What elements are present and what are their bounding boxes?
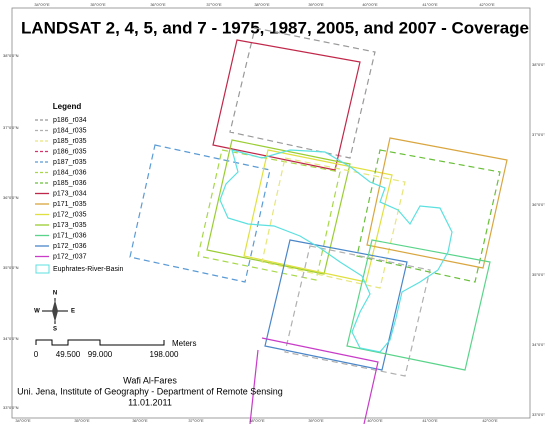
- credit: 11.01.2011: [128, 397, 172, 407]
- footprint: [197, 149, 341, 281]
- compass-label: W: [34, 309, 40, 315]
- coord-label: 35°0'0"E: [74, 418, 90, 423]
- legend-label: p172_r035: [53, 211, 87, 218]
- legend-label: p184_r035: [53, 127, 87, 134]
- legend-label: p185_r036: [53, 180, 87, 187]
- coord-label: 39°0'0"E: [308, 418, 324, 423]
- legend-label: p173_r035: [53, 222, 87, 229]
- footprint: [212, 39, 361, 171]
- coord-label: 42°0'0"E: [479, 2, 495, 7]
- coord-label: 34°0'0"N: [3, 336, 19, 341]
- coord-label: 38°0'0"N: [532, 62, 545, 67]
- coord-label: 35°0'0"N: [3, 265, 19, 270]
- coord-label: 39°0'0"E: [308, 2, 324, 7]
- coord-label: 36°0'0"E: [150, 2, 166, 7]
- legend-title: Legend: [53, 102, 82, 111]
- scale-label: 0: [34, 350, 39, 359]
- coord-label: 36°0'0"E: [132, 418, 148, 423]
- coord-label: 40°0'0"E: [362, 2, 378, 7]
- coord-label: 35°0'0"E: [90, 2, 106, 7]
- river-basin: [219, 149, 453, 353]
- coord-label: 37°0'0"E: [206, 2, 222, 7]
- coord-label: 41°0'0"E: [422, 2, 438, 7]
- map-frame: [11, 7, 531, 419]
- scale-bar: [35, 339, 165, 346]
- coord-label: 35°0'0"N: [532, 272, 545, 277]
- coord-label: 34°0'0"E: [34, 2, 50, 7]
- legend-label: p185_r035: [53, 138, 87, 145]
- footprints: [129, 27, 508, 424]
- footprint: [346, 239, 491, 371]
- coord-label: 37°0'0"N: [532, 132, 545, 137]
- coord-label: 41°0'0"E: [422, 418, 438, 423]
- legend-label: p171_r035: [53, 201, 87, 208]
- legend-swatch: [35, 264, 50, 274]
- footprint: [129, 144, 271, 283]
- legend-label: p186_r035: [53, 148, 87, 155]
- scale-unit: Meters: [172, 339, 196, 348]
- coord-label: 38°0'0"N: [3, 53, 19, 58]
- coord-label: 34°0'0"N: [532, 342, 545, 347]
- legend-label: p186_r034: [53, 117, 87, 124]
- legend-label: p184_r036: [53, 169, 87, 176]
- legend-label: p187_r035: [53, 159, 87, 166]
- legend-label: p172_r037: [53, 253, 87, 260]
- footprint: [261, 157, 406, 289]
- footprint: [366, 137, 508, 269]
- legend-label: Euphrates-River-Basin: [53, 266, 124, 273]
- scale-label: 49.500: [56, 350, 81, 359]
- footprint: [284, 245, 431, 377]
- footprint: [249, 349, 259, 424]
- footprint: [229, 27, 376, 159]
- compass-label: E: [71, 309, 75, 315]
- credit: Wafi Al-Fares: [123, 375, 177, 385]
- coord-label: 33°0'0"N: [532, 412, 545, 417]
- scale-label: 198.000: [150, 350, 179, 359]
- compass-label: N: [53, 291, 57, 297]
- compass-label: S: [53, 327, 57, 333]
- footprint: [356, 149, 501, 283]
- footprint: [261, 337, 379, 424]
- compass-star: [52, 300, 58, 322]
- coord-label: 37°0'0"E: [188, 418, 204, 423]
- coord-label: 40°0'0"E: [367, 418, 383, 423]
- footprint: [206, 139, 351, 275]
- coord-label: 42°0'0"E: [482, 418, 498, 423]
- scale-bar-line: [35, 339, 165, 346]
- coord-label: 34°0'0"E: [15, 418, 31, 423]
- legend-label: p173_r034: [53, 190, 87, 197]
- legend-label: p171_r036: [53, 232, 87, 239]
- coord-label: 36°0'0"N: [532, 202, 545, 207]
- coord-label: 37°0'0"N: [3, 125, 19, 130]
- coord-label: 36°0'0"N: [3, 195, 19, 200]
- map-title: LANDSAT 2, 4, 5, and 7 - 1975, 1987, 200…: [21, 18, 529, 37]
- legend-label: p172_r036: [53, 243, 87, 250]
- credit: Uni. Jena, Institute of Geography - Depa…: [17, 386, 283, 396]
- north-arrow: N E S W: [34, 291, 75, 333]
- coord-label: 33°0'0"N: [3, 405, 19, 410]
- coord-label: 38°0'0"E: [254, 2, 270, 7]
- scale-label: 99.000: [88, 350, 113, 359]
- coord-label: 38°0'0"E: [249, 418, 265, 423]
